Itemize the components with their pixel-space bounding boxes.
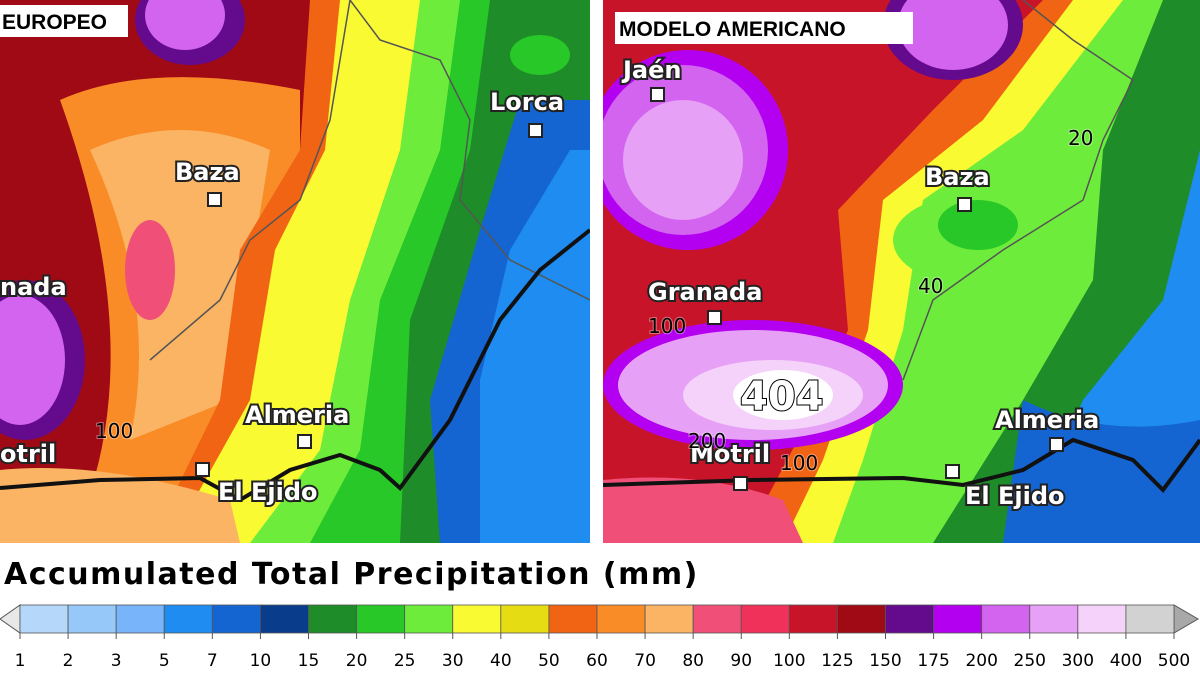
tick-label: 200 xyxy=(965,651,997,671)
tick-label: 50 xyxy=(538,651,560,671)
over-arrow xyxy=(1173,604,1199,634)
color-swatch xyxy=(260,604,309,634)
tick-label: 3 xyxy=(111,651,122,671)
color-swatch xyxy=(500,604,550,634)
contour-label: 404 xyxy=(740,374,824,420)
color-swatch xyxy=(211,604,261,634)
tick-label: 60 xyxy=(586,651,608,671)
tick-label: 7 xyxy=(207,651,218,671)
right-map xyxy=(603,0,1200,543)
city-label: nada xyxy=(0,273,67,301)
color-swatch xyxy=(692,604,742,634)
tick-label: 150 xyxy=(869,651,901,671)
city-label: El Ejido xyxy=(218,478,318,506)
tick-label: 500 xyxy=(1158,651,1190,671)
color-swatch xyxy=(163,604,213,634)
contour-label: 200 xyxy=(688,429,726,453)
tick-label: 250 xyxy=(1014,651,1046,671)
tick-label: 10 xyxy=(250,651,272,671)
tick-label: 1 xyxy=(15,651,26,671)
city-label: otril xyxy=(0,440,56,468)
color-swatch xyxy=(1125,604,1175,634)
color-swatch xyxy=(404,604,454,634)
city-label: El Ejido xyxy=(965,482,1065,510)
tick-label: 40 xyxy=(490,651,512,671)
city-label: Granada xyxy=(648,278,762,306)
color-swatch xyxy=(981,604,1031,634)
color-swatch xyxy=(308,604,357,634)
color-swatch xyxy=(19,604,69,634)
color-swatch xyxy=(644,604,694,634)
color-bar: 1 2 3 5 7 10 15 20 25 30 40 50 60 70 80 90 100 125 150 175 2… xyxy=(0,604,1199,671)
legend-title: Accumulated Total Precipitation (mm) xyxy=(4,557,699,592)
color-swatch xyxy=(837,604,886,634)
city-label: Baza xyxy=(175,158,240,186)
color-swatch xyxy=(788,604,838,634)
color-swatch xyxy=(452,604,502,634)
city-label: Motril xyxy=(690,440,770,468)
color-swatch xyxy=(67,604,117,634)
tick-label: 2 xyxy=(63,651,74,671)
city-label: Lorca xyxy=(490,88,564,116)
city-label: Baza xyxy=(925,163,990,191)
contour-label: 100 xyxy=(648,314,686,338)
tick-label: 90 xyxy=(730,651,752,671)
panel-title: MODELO AMERICANO xyxy=(619,18,846,41)
color-swatch xyxy=(596,604,646,634)
city-label: Almeria xyxy=(245,401,349,429)
tick-label: 15 xyxy=(298,651,320,671)
tick-label: 70 xyxy=(634,651,656,671)
color-swatch xyxy=(933,604,983,634)
left-map xyxy=(0,0,590,543)
contour-label: 20 xyxy=(1068,126,1093,150)
color-swatch xyxy=(356,604,406,634)
panel-title: EUROPEO xyxy=(2,11,107,34)
under-arrow xyxy=(0,604,21,634)
tick-label: 300 xyxy=(1062,651,1094,671)
tick-label: 80 xyxy=(682,651,704,671)
tick-label: 100 xyxy=(773,651,805,671)
contour-label: 100 xyxy=(95,419,133,443)
tick-label: 20 xyxy=(346,651,368,671)
tick-label: 125 xyxy=(821,651,853,671)
contour-label: 40 xyxy=(918,274,943,298)
tick-label: 25 xyxy=(394,651,416,671)
color-swatch xyxy=(885,604,934,634)
tick-label: 400 xyxy=(1110,651,1142,671)
tick-label: 5 xyxy=(159,651,170,671)
tick-label: 175 xyxy=(917,651,949,671)
city-label: Jaén xyxy=(621,56,682,84)
color-swatch xyxy=(548,604,598,634)
city-label: Almeria xyxy=(995,406,1099,434)
tick-label: 30 xyxy=(442,651,464,671)
contour-label: 100 xyxy=(780,451,818,475)
color-swatch xyxy=(740,604,790,634)
color-swatch xyxy=(115,604,165,634)
color-swatch xyxy=(1077,604,1127,634)
color-swatch xyxy=(1029,604,1079,634)
